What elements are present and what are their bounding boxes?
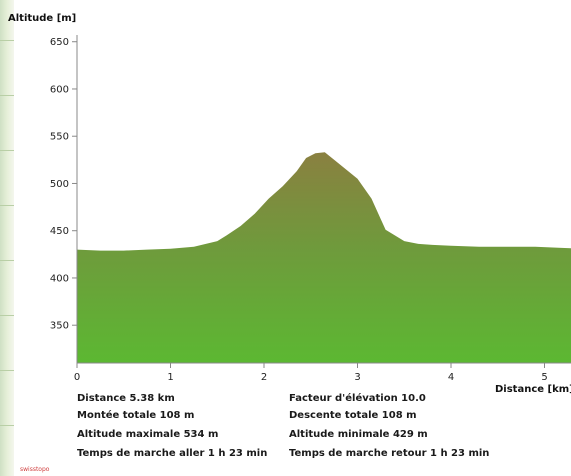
contour-line [0,40,14,41]
x-tick-label: 5 [541,372,547,383]
x-tick-label: 4 [448,372,454,383]
contour-line [0,425,14,426]
contour-line [0,150,14,151]
contour-line [0,205,14,206]
y-tick-label: 450 [50,226,69,237]
x-tick-label: 0 [74,372,80,383]
x-tick-label: 1 [167,372,173,383]
x-tick-label: 3 [354,372,360,383]
y-tick-label: 650 [50,37,69,48]
map-background-strip [0,0,14,476]
contour-line [0,315,14,316]
provider-logo: swisstopo [20,466,50,473]
elevation-area [77,152,571,363]
contour-line [0,95,14,96]
y-tick-label: 550 [50,132,69,143]
x-tick-label: 2 [261,372,267,383]
contour-line [0,370,14,371]
y-tick-label: 350 [50,321,69,332]
y-tick-label: 500 [50,179,69,190]
y-tick-label: 400 [50,273,69,284]
plot-area: 350 400 450 500 550 600 650 0 1 2 3 4 5 [50,35,571,383]
y-tick-label: 600 [50,84,69,95]
contour-line [0,260,14,261]
x-axis-title: Distance [km] [495,384,571,395]
y-axis-title: Altitude [m] [8,13,76,24]
